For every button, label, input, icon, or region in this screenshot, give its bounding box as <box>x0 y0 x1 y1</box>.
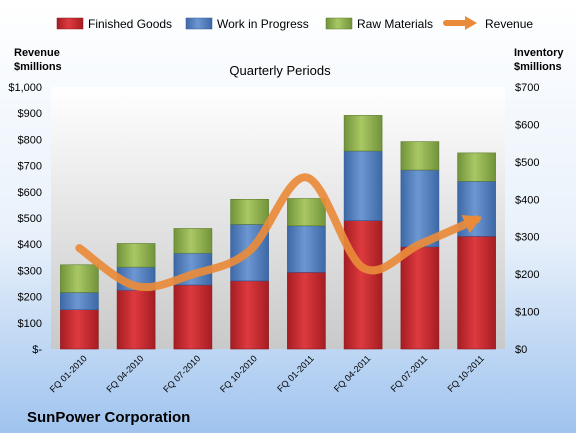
right-axis-title-line1: Inventory <box>514 47 564 59</box>
x-tick-label-7: FQ 10-2011 <box>445 353 486 394</box>
left-tick-label-8: $800 <box>18 134 42 146</box>
right-tick-label-0: $0 <box>515 344 527 356</box>
bar-finished-goods-0 <box>60 309 99 350</box>
x-tick-label-3: FQ 10-2010 <box>218 353 259 394</box>
bar-raw-materials-5 <box>343 115 383 152</box>
legend-swatch-work-in-progress <box>185 17 213 30</box>
bar-work-in-progress-0 <box>60 292 99 311</box>
left-tick-label-10: $1,000 <box>8 82 42 94</box>
revenue-arrowhead <box>461 215 483 234</box>
legend-swatch-finished-goods <box>56 17 84 30</box>
legend: Finished Goods Work in Progress Raw Mate… <box>56 16 533 31</box>
left-tick-label-2: $200 <box>18 292 42 304</box>
right-tick-label-6: $600 <box>515 119 539 131</box>
legend-label-revenue: Revenue <box>485 17 533 31</box>
revenue-line-layer <box>75 173 483 292</box>
bar-work-in-progress-4 <box>287 225 326 273</box>
company-name: SunPower Corporation <box>27 409 190 426</box>
left-axis-title-line2: $millions <box>14 61 62 73</box>
bar-finished-goods-2 <box>173 284 213 350</box>
left-axis-title-line1: Revenue <box>14 47 60 59</box>
legend-swatch-raw-materials <box>325 17 353 30</box>
x-tick-label-5: FQ 04-2011 <box>332 353 373 394</box>
bar-raw-materials-4 <box>287 198 326 227</box>
left-axis: $- $100 $200 $300 $400 $500 $600 $700 $800 $900 $1… <box>8 82 42 356</box>
legend-label-raw-materials: Raw Materials <box>357 17 433 31</box>
left-tick-label-5: $500 <box>18 213 42 225</box>
bar-finished-goods-1 <box>116 289 156 350</box>
bar-work-in-progress-5 <box>343 150 383 221</box>
right-axis: $0 $100 $200 $300 $400 $500 $600 $700 <box>515 82 539 356</box>
bar-raw-materials-0 <box>60 264 99 293</box>
bar-finished-goods-7 <box>457 236 496 350</box>
right-tick-label-7: $700 <box>515 82 539 94</box>
right-axis-title-line2: $millions <box>514 61 562 73</box>
x-tick-label-0: FQ 01-2010 <box>48 353 89 394</box>
bar-raw-materials-1 <box>116 243 156 268</box>
bar-finished-goods-4 <box>287 271 326 350</box>
left-tick-label-0: $- <box>32 344 42 356</box>
bar-finished-goods-5 <box>343 220 383 350</box>
right-tick-label-4: $400 <box>515 194 539 206</box>
bar-raw-materials-7 <box>457 152 496 182</box>
bar-work-in-progress-6 <box>400 169 440 248</box>
bar-raw-materials-6 <box>400 141 440 171</box>
right-tick-label-2: $200 <box>515 269 539 281</box>
legend-label-finished-goods: Finished Goods <box>88 17 172 31</box>
left-tick-label-3: $300 <box>18 265 42 277</box>
x-tick-label-6: FQ 07-2011 <box>389 353 430 394</box>
left-tick-label-4: $400 <box>18 239 42 251</box>
revenue-line <box>75 173 481 292</box>
x-tick-label-1: FQ 04-2010 <box>104 353 145 394</box>
right-tick-label-1: $100 <box>515 307 539 319</box>
right-tick-label-5: $500 <box>515 157 539 169</box>
x-tick-label-4: FQ 01-2011 <box>275 353 316 394</box>
left-tick-label-1: $100 <box>18 318 42 330</box>
bar-raw-materials-3 <box>230 199 269 225</box>
x-axis: FQ 01-2010 FQ 04-2010 FQ 07-2010 FQ 10-2010… <box>48 353 486 394</box>
bar-raw-materials-2 <box>173 228 213 254</box>
legend-revenue-arrowhead <box>465 16 477 30</box>
x-tick-label-2: FQ 07-2010 <box>161 353 202 394</box>
left-tick-label-6: $600 <box>18 187 42 199</box>
bar-finished-goods-6 <box>400 246 440 350</box>
left-tick-label-7: $700 <box>18 161 42 173</box>
bar-finished-goods-3 <box>230 280 269 350</box>
right-tick-label-3: $300 <box>515 232 539 244</box>
chart-subtitle: Quarterly Periods <box>229 63 331 78</box>
legend-label-work-in-progress: Work in Progress <box>217 17 309 31</box>
left-tick-label-9: $900 <box>18 108 42 120</box>
